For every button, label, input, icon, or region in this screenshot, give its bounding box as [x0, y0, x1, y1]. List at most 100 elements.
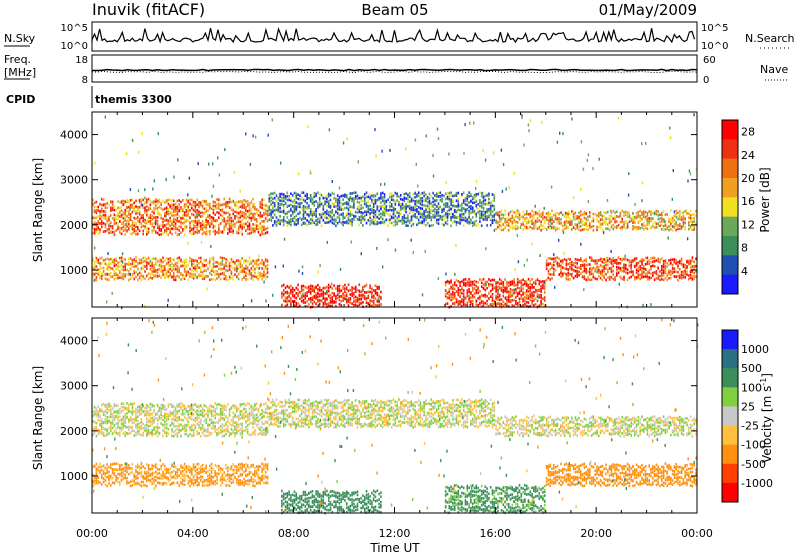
echo-cell — [153, 263, 155, 267]
echo-cell — [670, 270, 672, 273]
echo-cell — [144, 277, 146, 280]
echo-cell — [408, 207, 411, 210]
echo-cell — [444, 281, 447, 284]
echo-cell — [329, 304, 332, 308]
echo-cell — [353, 203, 355, 207]
echo-cell — [455, 298, 458, 301]
echo-cell — [405, 207, 407, 211]
echo-cell — [182, 264, 184, 268]
echo-cell — [560, 221, 562, 225]
echo-cell — [534, 297, 537, 300]
echo-cell — [243, 211, 245, 215]
echo-cell — [491, 221, 494, 225]
echo-cell — [473, 295, 476, 299]
echo-cell — [635, 264, 638, 267]
echo-cell — [133, 201, 135, 205]
echo-cell — [452, 206, 454, 209]
power-colorbar-tick: 16 — [741, 195, 755, 208]
echo-cell — [516, 286, 519, 290]
echo-cell — [443, 209, 445, 213]
echo-cell — [142, 264, 144, 268]
scatter-cell — [571, 117, 573, 121]
echo-cell — [117, 211, 119, 215]
echo-cell — [398, 211, 400, 215]
echo-cell — [580, 225, 582, 228]
echo-cell — [543, 285, 546, 288]
echo-cell — [583, 259, 586, 262]
echo-cell — [551, 209, 553, 213]
echo-cell — [693, 266, 695, 270]
echo-cell — [553, 225, 555, 229]
echo-cell — [282, 211, 285, 214]
echo-cell — [448, 205, 451, 209]
scatter-cell — [129, 272, 131, 276]
echo-cell — [457, 208, 460, 211]
echo-cell — [313, 195, 316, 198]
echo-cell — [237, 206, 240, 210]
echo-cell — [288, 198, 290, 202]
echo-cell — [252, 212, 254, 216]
echo-cell — [167, 261, 170, 264]
scatter-cell — [583, 288, 585, 292]
echo-cell — [351, 197, 353, 200]
echo-cell — [263, 211, 265, 215]
echo-cell — [480, 279, 483, 282]
echo-cell — [302, 294, 305, 298]
echo-cell — [239, 200, 242, 203]
echo-cell — [439, 191, 442, 195]
echo-cell — [367, 296, 370, 299]
echo-cell — [608, 214, 611, 218]
echo-cell — [524, 299, 526, 302]
echo-cell — [128, 219, 130, 223]
echo-cell — [165, 227, 168, 230]
echo-cell — [673, 275, 676, 278]
echo-cell — [93, 221, 96, 224]
echo-cell — [507, 222, 510, 225]
echo-cell — [603, 276, 605, 279]
echo-cell — [120, 275, 123, 278]
echo-cell — [648, 217, 650, 220]
echo-cell — [664, 277, 667, 280]
echo-cell — [381, 217, 384, 221]
echo-cell — [486, 218, 488, 221]
echo-cell — [527, 277, 530, 281]
power-colorbar-tick: 20 — [741, 172, 755, 185]
echo-cell — [198, 213, 200, 217]
echo-cell — [173, 217, 175, 221]
scatter-cell — [330, 282, 333, 286]
echo-cell — [558, 273, 560, 276]
echo-cell — [187, 212, 189, 216]
echo-cell — [688, 259, 690, 263]
echo-cell — [257, 267, 260, 270]
echo-cell — [599, 211, 602, 214]
echo-cell — [326, 204, 328, 207]
echo-cell — [146, 198, 148, 201]
echo-cell — [670, 276, 672, 280]
echo-cell — [140, 222, 143, 225]
echo-cell — [425, 193, 427, 196]
echo-cell — [549, 257, 551, 260]
echo-cell — [675, 220, 677, 224]
echo-cell — [664, 228, 667, 231]
echo-cell — [169, 274, 171, 277]
echo-cell — [614, 275, 616, 279]
echo-cell — [164, 275, 166, 278]
echo-cell — [668, 220, 670, 223]
echo-cell — [218, 228, 220, 232]
echo-cell — [174, 262, 177, 266]
echo-cell — [266, 258, 269, 262]
echo-cell — [218, 223, 220, 227]
echo-cell — [97, 209, 99, 212]
scatter-cell — [417, 184, 419, 188]
echo-cell — [237, 228, 240, 231]
echo-cell — [421, 207, 424, 210]
echo-cell — [668, 270, 670, 274]
echo-cell — [612, 217, 614, 220]
echo-cell — [180, 225, 182, 229]
echo-cell — [147, 206, 150, 209]
echo-cell — [331, 202, 334, 205]
echo-cell — [282, 216, 285, 219]
echo-cell — [632, 219, 634, 222]
echo-cell — [493, 208, 496, 211]
echo-cell — [232, 223, 234, 227]
